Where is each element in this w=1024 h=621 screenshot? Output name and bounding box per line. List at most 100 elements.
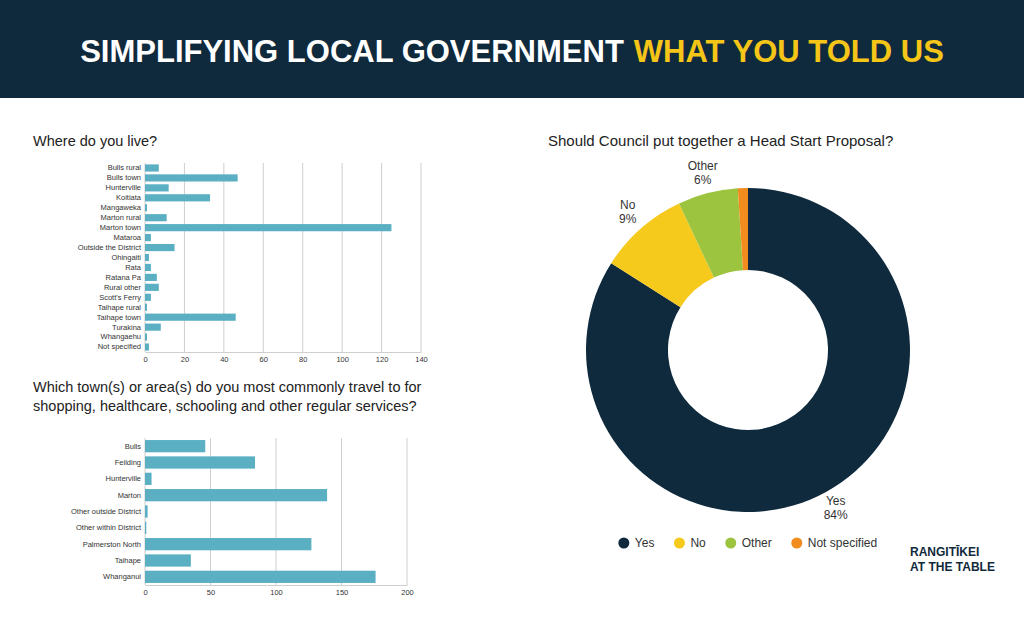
y-tick: Other outside District — [71, 507, 145, 516]
y-tick-label: Ohingaiti — [111, 253, 141, 262]
y-tick-label: Other within District — [76, 523, 142, 532]
slice-label: No9% — [619, 198, 637, 226]
y-tick-label: Feilding — [115, 458, 141, 467]
slice-label-name: Yes — [826, 494, 846, 508]
y-tick-label: Taihape town — [97, 313, 141, 322]
x-axis: 0 50 100 150 200 — [143, 585, 413, 597]
y-tick: Marton — [118, 491, 145, 500]
y-tick-label: Koitiata — [116, 193, 142, 202]
y-tick: Turakina — [112, 323, 145, 332]
y-tick-label: Scott's Ferry — [99, 293, 141, 302]
grid — [145, 163, 421, 352]
y-tick: Not specified — [98, 342, 145, 351]
x-tick: 150 — [336, 585, 349, 597]
bar — [145, 164, 159, 171]
x-tick-label: 60 — [260, 355, 268, 364]
y-tick: Ohingaiti — [111, 253, 145, 262]
grid-line — [223, 163, 224, 352]
y-tick: Other within District — [76, 523, 145, 532]
x-tick-label: 0 — [143, 588, 147, 597]
y-tick: Whanganui — [103, 572, 145, 581]
x-tick-label: 20 — [181, 355, 189, 364]
grid-line — [263, 163, 264, 352]
bar — [145, 214, 167, 221]
bar — [145, 254, 149, 261]
legend-label: Yes — [635, 536, 655, 550]
x-tick-label: 120 — [376, 355, 389, 364]
x-tick-label: 100 — [336, 355, 349, 364]
header-title-highlight: WHAT YOU TOLD US — [634, 34, 944, 69]
y-tick-label: Outside the District — [78, 243, 142, 252]
y-tick-label: Mataroa — [113, 233, 141, 242]
bar — [145, 274, 157, 281]
x-tick-label: 140 — [415, 355, 428, 364]
bar — [145, 440, 205, 452]
x-tick: 0 — [143, 585, 147, 597]
y-tick: Ratana Pa — [106, 273, 145, 282]
logo: RANGITĪKEIAT THE TABLE — [910, 545, 995, 574]
bar — [145, 234, 151, 241]
y-tick: Bulls rural — [108, 163, 145, 172]
grid-line — [341, 438, 342, 585]
y-tick: Taihape rural — [98, 303, 145, 312]
x-tick-label: 150 — [336, 588, 349, 597]
bars — [145, 440, 376, 583]
x-tick-label: 50 — [207, 588, 215, 597]
bar — [145, 522, 146, 534]
y-tick: Rata — [125, 263, 145, 272]
legend: YesNoOtherNot specified — [618, 536, 877, 550]
grid-line — [381, 163, 382, 352]
y-tick: Palmerston North — [83, 540, 145, 549]
y-tick-label: Marton rural — [101, 213, 142, 222]
header-title: SIMPLIFYING LOCAL GOVERNMENTWHAT YOU TOL… — [80, 34, 944, 69]
y-tick-label: Bulls town — [107, 173, 141, 182]
slice — [586, 188, 910, 512]
chart-title: Which town(s) or area(s) do you most com… — [33, 379, 422, 414]
x-tick: 50 — [207, 585, 215, 597]
y-tick-label: Palmerston North — [83, 540, 141, 549]
y-tick-label: Bulls rural — [108, 163, 142, 172]
slice — [679, 188, 743, 277]
title-line: Which town(s) or area(s) do you most com… — [33, 379, 422, 395]
y-tick-label: Rural other — [104, 283, 142, 292]
y-tick: Taihape — [115, 556, 145, 565]
y-tick: Taihape town — [97, 313, 145, 322]
title-line: shopping, healthcare, schooling and othe… — [33, 398, 417, 414]
y-tick: Koitiata — [116, 193, 145, 202]
x-tick: 200 — [401, 585, 414, 597]
slice-labels: Yes84% No9% Other6% — [619, 159, 848, 523]
bar — [145, 489, 327, 501]
x-tick: 20 — [181, 352, 189, 364]
slice-label-name: No — [620, 198, 636, 212]
x-tick: 100 — [270, 585, 283, 597]
bar — [145, 264, 151, 271]
chart-title: Should Council put together a Head Start… — [548, 132, 893, 149]
slice-label-name: Other — [688, 159, 718, 173]
y-tick-label: Other outside District — [71, 507, 142, 516]
slice-label: Yes84% — [824, 494, 848, 522]
page: SIMPLIFYING LOCAL GOVERNMENTWHAT YOU TOL… — [0, 0, 1024, 621]
x-tick: 100 — [336, 352, 349, 364]
x-axis: 020406080100120140 — [143, 352, 427, 364]
slice-label: Other6% — [688, 159, 718, 187]
legend-label: No — [690, 536, 706, 550]
grid-line — [407, 438, 408, 585]
grid — [145, 438, 407, 585]
slice-label-value: 84% — [824, 508, 848, 522]
grid-line — [184, 163, 185, 352]
title-line: Where do you live? — [33, 133, 157, 149]
bar — [145, 505, 148, 517]
y-tick: Mangaweka — [101, 203, 145, 212]
x-tick: 140 — [415, 352, 428, 364]
x-tick: 0 — [143, 352, 147, 364]
y-tick: Hunterville — [106, 183, 145, 192]
bar — [145, 554, 191, 566]
y-tick-label: Marton — [118, 491, 141, 500]
x-tick: 120 — [376, 352, 389, 364]
bar — [145, 244, 175, 251]
y-tick-label: Ratana Pa — [106, 273, 142, 282]
logo-text: RANGITĪKEI — [910, 545, 979, 559]
grid-line — [276, 438, 277, 585]
bar — [145, 184, 169, 191]
bar — [145, 314, 236, 321]
